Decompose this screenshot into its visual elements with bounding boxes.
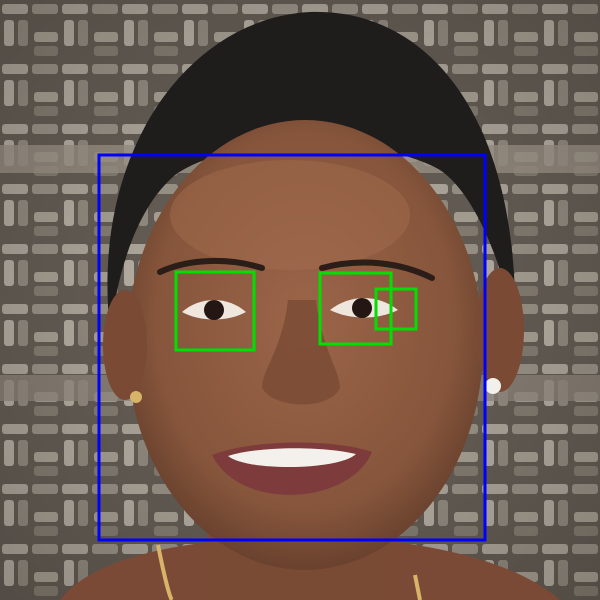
left-iris [204, 300, 224, 320]
necklace-right [413, 574, 422, 600]
eye-detection-box-small [374, 287, 418, 331]
right-earring [485, 378, 501, 394]
eye-detection-box-right [318, 271, 393, 346]
face-detection-box [97, 153, 487, 542]
eye-detection-box-left [174, 270, 256, 352]
right-ear [476, 268, 524, 392]
left-earring [130, 391, 142, 403]
left-ear [103, 290, 147, 400]
hair [107, 11, 516, 331]
right-eyebrow [319, 259, 435, 281]
forehead-highlight [170, 160, 410, 270]
teeth [228, 448, 356, 468]
left-eyebrow [157, 257, 265, 275]
necklace [156, 544, 174, 600]
right-iris [352, 298, 372, 318]
